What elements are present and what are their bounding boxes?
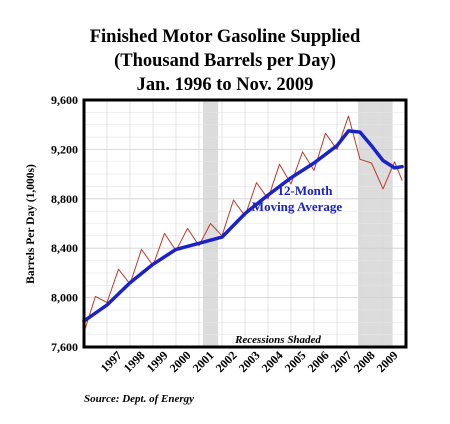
y-tick-label: 8,800 — [51, 192, 78, 206]
recessions-shaded-annotation: Recessions Shaded — [234, 334, 321, 346]
series-line-monthly — [83, 115, 403, 333]
x-tick-label: 2003 — [236, 348, 263, 375]
chart-title-line-3: Jan. 1996 to Nov. 2009 — [137, 75, 314, 95]
x-tick-label: 2007 — [328, 348, 355, 375]
x-tick-labels: 1997199819992000200120022003200420052006… — [98, 348, 401, 375]
x-tick-label: 1997 — [98, 348, 125, 375]
series-line-moving-average — [82, 129, 404, 323]
y-axis-label: Barrels Per Day (1,000s) — [25, 164, 37, 284]
x-tick-label: 2004 — [259, 348, 286, 375]
x-tick-label: 2002 — [213, 348, 240, 375]
x-tick-label: 2001 — [190, 348, 217, 375]
y-tick-label: 8,000 — [51, 291, 78, 305]
x-tick-label: 2005 — [282, 348, 309, 375]
y-tick-label: 9,600 — [51, 93, 78, 107]
x-tick-label: 2006 — [305, 348, 332, 375]
x-tick-label: 2000 — [167, 348, 194, 375]
x-tick-label: 2009 — [374, 348, 401, 375]
y-tick-labels: 9,600 9,200 8,800 8,400 8,000 7,600 — [51, 93, 78, 354]
moving-average-annotation-line-1: 12-Month — [278, 183, 334, 198]
x-tick-label: 2008 — [351, 348, 378, 375]
x-tick-label: 1999 — [144, 348, 171, 375]
source-note: Source: Dept. of Energy — [84, 393, 194, 405]
moving-average-annotation-line-2: Moving Average — [252, 199, 343, 214]
chart-title-line-2: (Thousand Barrels per Day) — [114, 51, 336, 71]
chart-title-line-1: Finished Motor Gasoline Supplied — [90, 27, 361, 47]
plot-frame — [82, 98, 408, 349]
gridlines — [84, 99, 406, 348]
y-tick-label: 8,400 — [51, 241, 78, 255]
y-tick-label: 7,600 — [51, 340, 78, 354]
y-tick-label: 9,200 — [51, 142, 78, 156]
series-group — [82, 115, 404, 333]
x-tick-label: 1998 — [121, 348, 148, 375]
